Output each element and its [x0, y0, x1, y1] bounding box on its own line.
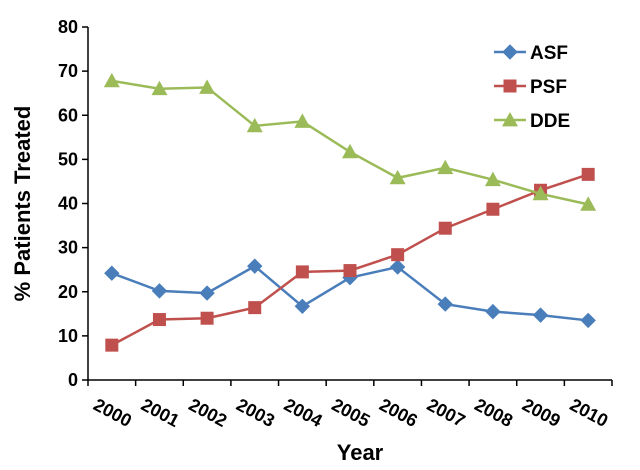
x-tick-label: 2006 [376, 394, 421, 430]
data-point [103, 72, 120, 88]
data-point [151, 283, 168, 299]
y-tick-label: 10 [58, 326, 78, 346]
y-tick-label: 50 [58, 149, 78, 169]
data-point [199, 285, 215, 301]
data-point [246, 117, 263, 133]
data-point [437, 296, 453, 312]
data-point [532, 307, 549, 323]
legend-item-asf: ASF [494, 43, 568, 64]
y-tick-label: 30 [58, 238, 78, 258]
data-point [151, 80, 168, 96]
data-point [105, 338, 119, 352]
x-tick-label: 2000 [90, 394, 135, 430]
x-tick-label: 2002 [186, 394, 231, 430]
x-tick-label: 2003 [233, 394, 278, 430]
data-point [294, 113, 311, 128]
series-group [103, 72, 597, 352]
x-tick-label: 2001 [138, 394, 183, 430]
x-tick-label: 2004 [281, 394, 326, 430]
data-point [484, 171, 501, 187]
data-point [485, 303, 501, 320]
data-point [581, 167, 595, 181]
y-tick-label: 40 [58, 194, 78, 214]
data-point [104, 265, 120, 281]
series-line [111, 79, 589, 206]
legend-item-dde: DDE [494, 111, 570, 132]
y-tick-label: 60 [58, 105, 78, 125]
data-point [580, 196, 597, 211]
legend-marker [502, 44, 518, 60]
data-point [580, 312, 596, 329]
x-tick-label: 2009 [519, 394, 564, 430]
x-tick-label: 2008 [471, 394, 516, 430]
data-point [294, 298, 311, 315]
legend-label: DDE [530, 111, 570, 132]
legend: ASF PSF DDE [494, 43, 570, 132]
x-tick-label: 2005 [328, 394, 373, 430]
y-axis-ticks: 0 10 20 30 40 50 60 70 80 [58, 17, 88, 390]
data-point [437, 159, 454, 175]
y-tick-label: 20 [58, 282, 78, 302]
data-point [295, 265, 309, 279]
data-point [248, 301, 262, 315]
x-axis-title: Year [337, 440, 384, 465]
data-point [200, 311, 214, 325]
data-point [389, 169, 406, 185]
x-tick-label: 2010 [567, 394, 612, 430]
y-tick-label: 70 [58, 61, 78, 81]
data-point [532, 185, 549, 201]
series-line [111, 173, 589, 347]
x-axis-ticks: 2000 2001 2002 2003 2004 2005 2006 2007 2008 2009… [87, 380, 613, 431]
data-point [391, 248, 405, 262]
y-tick-label: 0 [68, 370, 78, 390]
y-axis-title: % Patients Treated [10, 106, 35, 302]
data-point [389, 259, 406, 275]
series-dde [103, 72, 597, 211]
data-point [342, 143, 358, 159]
legend-item-psf: PSF [494, 77, 567, 98]
data-point [152, 313, 166, 327]
legend-label: PSF [530, 77, 567, 98]
data-point [199, 79, 216, 94]
series-psf [105, 167, 595, 352]
data-point [247, 258, 263, 274]
y-tick-label: 80 [58, 17, 78, 37]
legend-marker [503, 79, 517, 93]
legend-marker [502, 112, 518, 127]
x-tick-label: 2007 [424, 394, 469, 430]
data-point [438, 221, 452, 235]
data-point [486, 202, 500, 216]
axes [87, 27, 612, 381]
legend-label: ASF [530, 43, 568, 64]
data-point [343, 264, 357, 278]
